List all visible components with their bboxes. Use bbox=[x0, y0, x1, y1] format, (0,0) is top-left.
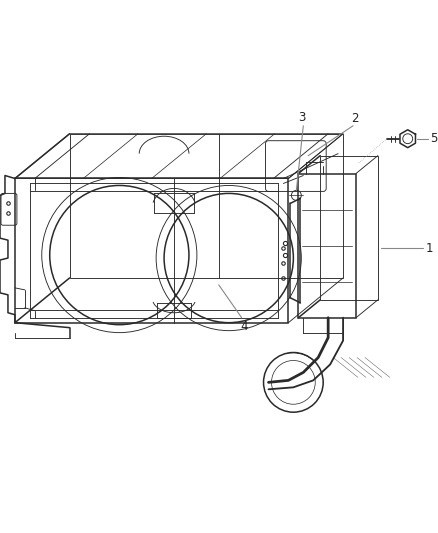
Text: 2: 2 bbox=[351, 112, 359, 125]
Text: 1: 1 bbox=[426, 241, 433, 255]
Text: 5: 5 bbox=[431, 132, 438, 145]
Text: 4: 4 bbox=[240, 320, 247, 333]
Text: 3: 3 bbox=[299, 111, 306, 124]
